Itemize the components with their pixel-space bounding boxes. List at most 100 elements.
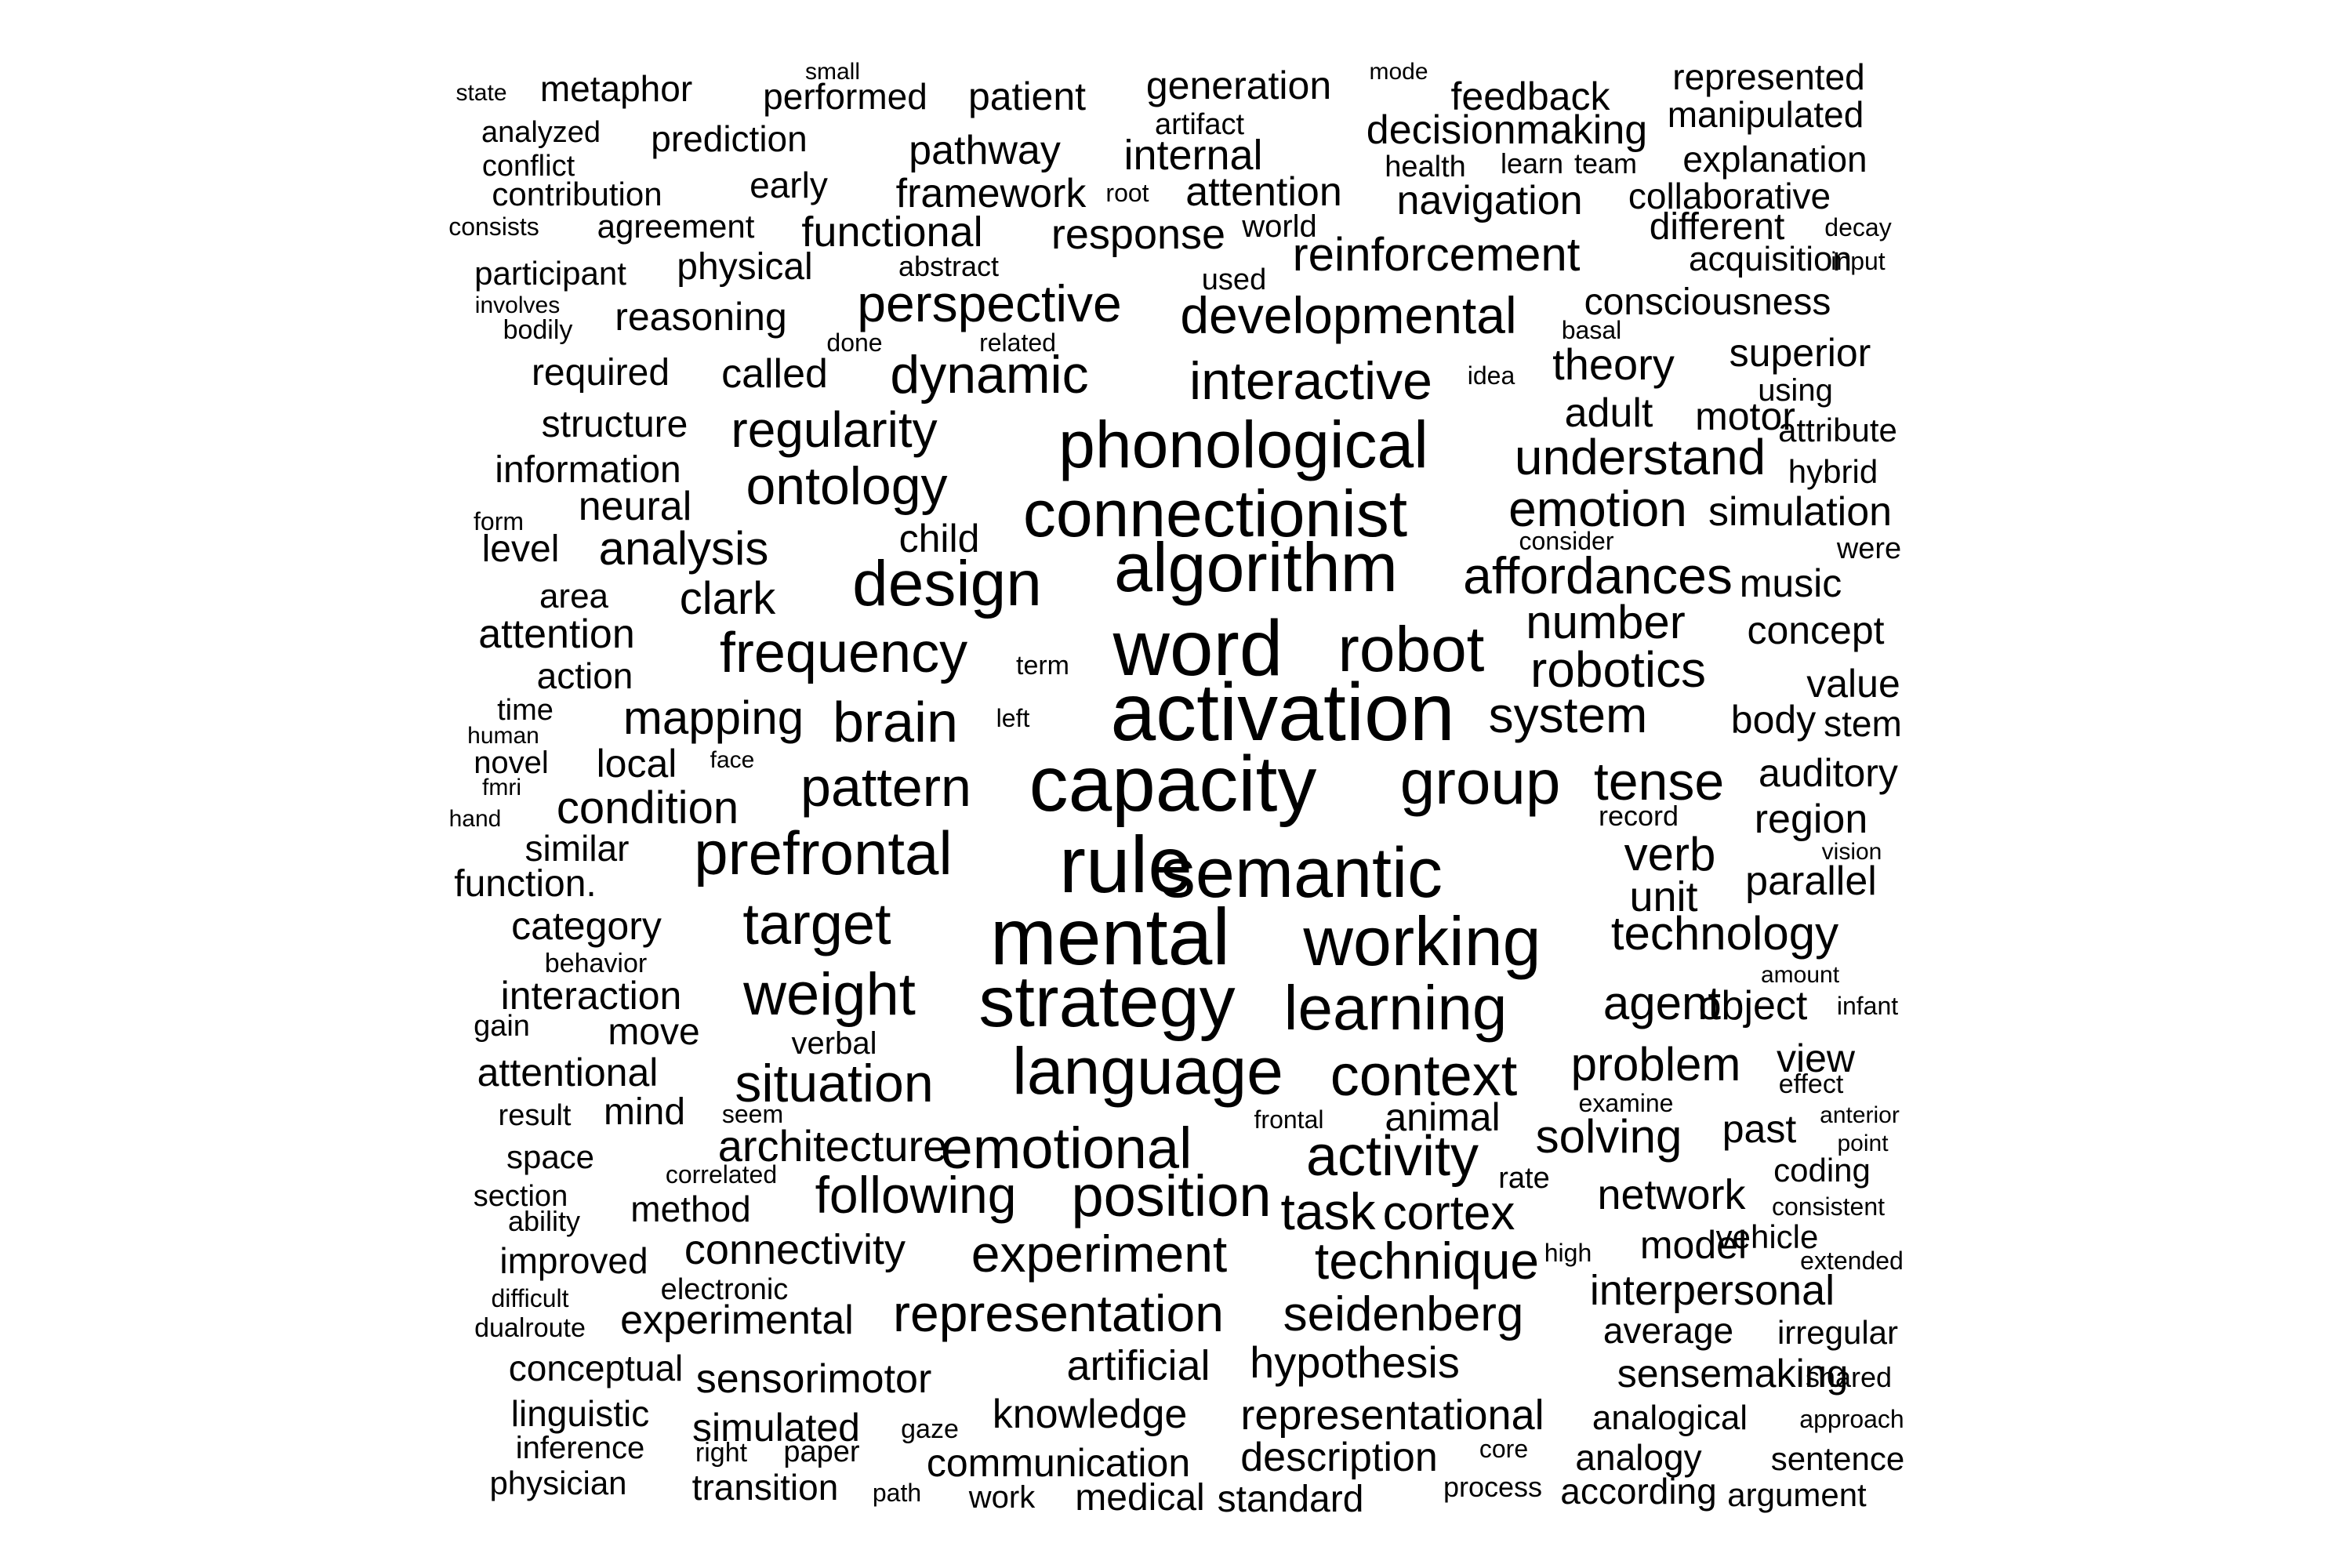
word-simulated: simulated [692,1406,860,1450]
word-collaborative: collaborative [1628,176,1831,216]
word-abstract: abstract [898,250,1000,282]
word-position: position [1071,1163,1272,1229]
word-generation: generation [1145,64,1332,107]
word-basal: basal [1561,316,1622,344]
word-context: context [1330,1043,1518,1108]
word-perspective: perspective [857,274,1122,332]
word-conceptual: conceptual [508,1348,684,1388]
word-result: result [498,1099,572,1132]
word-developmental: developmental [1180,286,1517,344]
word-dynamic: dynamic [890,345,1089,405]
word-different: different [1649,206,1785,248]
word-unit: unit [1629,873,1698,920]
word-ontology: ontology [746,456,948,516]
word-body: body [1730,698,1817,742]
word-infant: infant [1836,992,1899,1020]
word-prediction: prediction [651,118,808,159]
word-attention: attention [478,612,635,657]
word-following: following [815,1166,1017,1224]
word-activation: activation [1110,667,1455,758]
word-category: category [511,904,662,948]
word-framework: framework [895,171,1087,216]
word-connectionist: connectionist [1022,477,1408,550]
word-weight: weight [743,961,916,1028]
word-idea: idea [1467,361,1515,390]
word-seidenberg: seidenberg [1283,1287,1524,1341]
word-connectivity: connectivity [684,1226,906,1273]
word-vision: vision [1821,839,1882,865]
word-early: early [750,165,828,205]
word-adult: adult [1564,390,1653,436]
word-health: health [1385,151,1466,183]
word-emotion: emotion [1508,481,1687,537]
word-neural: neural [578,484,692,529]
word-internal: internal [1123,132,1263,179]
word-information: information [495,449,681,491]
word-gaze: gaze [901,1414,959,1444]
word-communication: communication [926,1441,1191,1485]
word-medical: medical [1075,1477,1205,1519]
word-physical: physical [677,246,813,288]
word-word: word [1112,604,1283,692]
word-reasoning: reasoning [615,295,787,339]
word-argument: argument [1727,1476,1867,1513]
word-cortex: cortex [1382,1186,1515,1240]
word-capacity: capacity [1029,740,1317,828]
word-analysis: analysis [598,522,769,575]
word-metaphor: metaphor [539,68,693,109]
word-artifact: artifact [1154,108,1245,141]
word-consists: consists [448,212,539,241]
word-right: right [695,1438,748,1468]
word-value: value [1806,662,1900,706]
word-rule: rule [1058,820,1193,909]
word-technology: technology [1610,907,1839,960]
word-region: region [1754,797,1868,842]
word-structure: structure [541,404,688,445]
word-view: view [1776,1036,1856,1080]
word-transition: transition [691,1467,839,1508]
word-called: called [721,351,828,397]
word-task: task [1280,1182,1376,1240]
word-related: related [979,328,1056,357]
word-form: form [474,507,524,535]
word-technique: technique [1314,1232,1540,1290]
word-navigation: navigation [1396,178,1583,223]
word-animal: animal [1385,1095,1501,1139]
word-mental: mental [989,892,1231,982]
word-motor: motor [1695,394,1795,438]
word-physician: physician [489,1465,627,1501]
word-examine: examine [1578,1089,1674,1117]
word-contribution: contribution [492,176,662,212]
word-reinforcement: reinforcement [1292,228,1581,281]
word-left: left [996,704,1030,732]
word-local: local [596,742,677,786]
word-difficult: difficult [491,1284,569,1312]
word-object: object [1698,983,1808,1029]
word-correlated: correlated [665,1160,778,1189]
word-done: done [826,328,883,357]
word-hand: hand [448,806,502,832]
word-target: target [742,891,891,956]
word-music: music [1739,561,1842,605]
word-method: method [630,1189,751,1229]
word-agreement: agreement [597,208,755,245]
word-acquisition: acquisition [1689,240,1852,278]
word-state: state [456,80,507,106]
word-situation: situation [735,1054,934,1113]
word-used: used [1201,263,1267,296]
word-algorithm: algorithm [1114,528,1398,606]
word-semantic: semantic [1160,834,1443,913]
word-space: space [506,1138,595,1175]
word-robotics: robotics [1530,641,1707,698]
word-conflict: conflict [481,150,575,183]
word-point: point [1837,1131,1889,1156]
word-agent: agent [1602,977,1722,1029]
word-sensemaking: sensemaking [1617,1352,1849,1396]
word-anterior: anterior [1820,1102,1900,1128]
word-consider: consider [1519,527,1614,555]
word-working: working [1303,902,1541,980]
word-explanation: explanation [1682,139,1867,180]
word-pathway: pathway [909,128,1061,173]
word-simulation: simulation [1708,489,1893,535]
word-auditory: auditory [1759,751,1898,795]
